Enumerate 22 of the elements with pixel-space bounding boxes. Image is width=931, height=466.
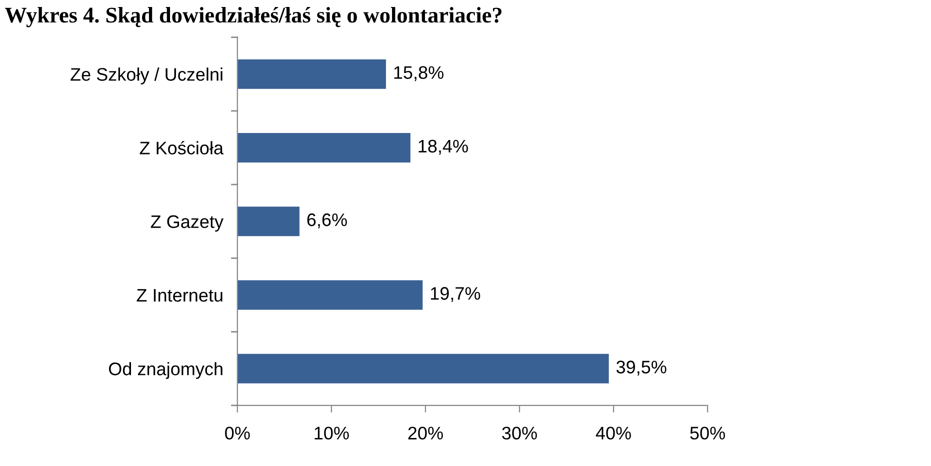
data-label: 6,6% <box>307 213 347 228</box>
data-label: 39,5% <box>616 360 666 376</box>
data-label: 15,8% <box>394 66 444 82</box>
x-tick-label: 10% <box>314 426 349 440</box>
x-tick-label: 40% <box>596 426 631 440</box>
y-tick-label: Z Gazety <box>150 215 224 232</box>
bar <box>237 206 300 236</box>
bar <box>237 59 386 89</box>
bar <box>237 280 423 310</box>
bar <box>237 132 410 162</box>
x-tick-label: 20% <box>408 426 443 440</box>
y-tick-label: Z Kościoła <box>140 140 224 154</box>
data-label: 18,4% <box>418 140 468 155</box>
chart-title: Wykres 4. Skąd dowiedziałeś/łaś się o wolontariacie? <box>4 6 502 28</box>
x-tick-label: 0% <box>225 426 250 440</box>
x-tick-label: 50% <box>690 426 725 440</box>
data-label: 19,7% <box>430 287 480 302</box>
y-tick-label: Ze Szkoły / Uczelni <box>70 68 222 84</box>
bar <box>237 354 609 384</box>
y-tick-label: Z Internetu <box>136 289 222 302</box>
x-tick-label: 30% <box>502 426 537 440</box>
y-tick-label: Od znajomych <box>108 362 222 379</box>
